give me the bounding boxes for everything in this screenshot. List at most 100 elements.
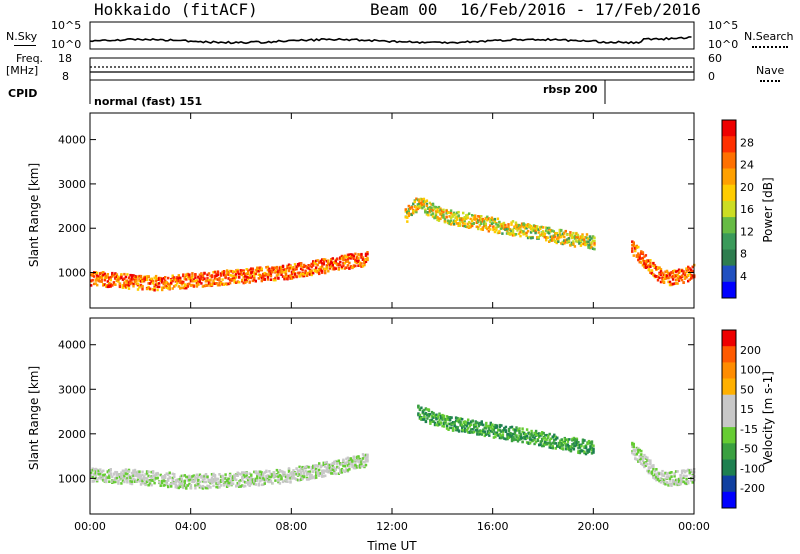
data-cell xyxy=(245,268,248,271)
data-cell xyxy=(198,480,202,484)
data-cell xyxy=(643,453,646,457)
data-cell xyxy=(164,473,167,477)
data-cell xyxy=(685,275,688,279)
data-cell xyxy=(489,425,492,429)
data-cell xyxy=(230,479,233,482)
data-cell xyxy=(305,266,309,269)
data-cell xyxy=(277,470,280,474)
data-cell xyxy=(665,476,669,480)
data-cell xyxy=(354,459,357,462)
colorbar-segment xyxy=(722,410,736,428)
data-cell xyxy=(462,221,465,224)
data-cell xyxy=(664,477,667,481)
data-cell xyxy=(340,468,344,472)
data-cell xyxy=(456,417,459,420)
data-cell xyxy=(352,466,356,470)
data-cell xyxy=(668,479,672,482)
data-cell xyxy=(167,276,170,280)
data-cell xyxy=(308,270,312,273)
data-cell xyxy=(355,465,359,468)
data-cell xyxy=(124,477,128,481)
data-cell xyxy=(646,456,649,460)
data-cell xyxy=(591,239,595,243)
data-cell xyxy=(105,475,108,478)
data-cell xyxy=(346,255,350,259)
data-cell xyxy=(548,443,551,447)
data-cell xyxy=(322,471,325,474)
data-cell xyxy=(665,269,669,273)
data-cell xyxy=(132,274,135,277)
data-cell xyxy=(215,274,218,278)
data-cell xyxy=(266,475,270,478)
data-cell xyxy=(640,252,643,255)
data-cell xyxy=(566,440,570,443)
data-cell xyxy=(524,433,527,436)
data-cell xyxy=(492,218,495,222)
data-cell xyxy=(474,214,477,217)
data-cell xyxy=(159,473,162,477)
data-cell xyxy=(281,275,285,278)
data-cell xyxy=(360,460,363,463)
data-cell xyxy=(357,455,360,458)
data-cell xyxy=(145,287,149,291)
data-cell xyxy=(333,267,336,271)
data-cell xyxy=(565,447,568,450)
data-cell xyxy=(572,240,575,243)
data-cell xyxy=(204,474,208,478)
data-cell xyxy=(96,471,99,475)
data-cell xyxy=(473,430,476,434)
data-cell xyxy=(525,231,528,235)
data-cell xyxy=(109,284,112,287)
data-cell xyxy=(210,479,214,482)
data-cell xyxy=(364,260,368,263)
data-cell xyxy=(244,471,247,475)
data-cell xyxy=(546,236,549,239)
data-cell xyxy=(517,227,521,230)
data-cell xyxy=(170,281,173,285)
data-cell xyxy=(328,263,331,267)
data-cell xyxy=(283,277,286,281)
data-cell xyxy=(540,225,543,229)
data-cell xyxy=(90,469,93,472)
data-cell xyxy=(542,442,545,446)
data-cell xyxy=(680,480,684,484)
data-cell xyxy=(188,482,191,486)
data-cell xyxy=(585,236,589,240)
data-cell xyxy=(296,263,300,267)
data-cell xyxy=(325,266,328,269)
data-cell xyxy=(117,479,120,483)
data-cell xyxy=(343,470,347,473)
data-cell xyxy=(514,221,518,225)
data-cell xyxy=(566,444,570,448)
data-cell xyxy=(180,479,183,483)
data-cell xyxy=(489,220,492,224)
data-cell xyxy=(182,480,185,483)
data-cell xyxy=(182,486,185,490)
data-cell xyxy=(496,217,500,221)
data-cell xyxy=(210,481,214,484)
data-cell xyxy=(468,430,471,433)
data-cell xyxy=(649,265,652,268)
data-cell xyxy=(244,475,247,478)
data-cell xyxy=(671,270,675,273)
data-cell xyxy=(225,283,229,286)
data-cell xyxy=(509,426,512,429)
data-cell xyxy=(102,271,105,274)
data-cell xyxy=(238,485,241,488)
data-cell xyxy=(489,224,492,227)
data-cell xyxy=(512,432,515,436)
data-cell xyxy=(114,478,117,482)
nsearch-label: N.Search xyxy=(744,30,794,43)
data-cell xyxy=(454,220,457,223)
data-cell xyxy=(330,472,333,475)
data-cell xyxy=(259,479,262,483)
data-cell xyxy=(547,442,550,445)
data-cell xyxy=(123,469,126,473)
data-cell xyxy=(148,482,152,486)
data-cell xyxy=(518,431,521,435)
data-cell xyxy=(462,211,465,215)
data-cell xyxy=(484,217,487,220)
data-cell xyxy=(210,283,214,286)
power-colorbar-label: Power [dB] xyxy=(761,177,775,242)
data-cell xyxy=(298,473,301,476)
